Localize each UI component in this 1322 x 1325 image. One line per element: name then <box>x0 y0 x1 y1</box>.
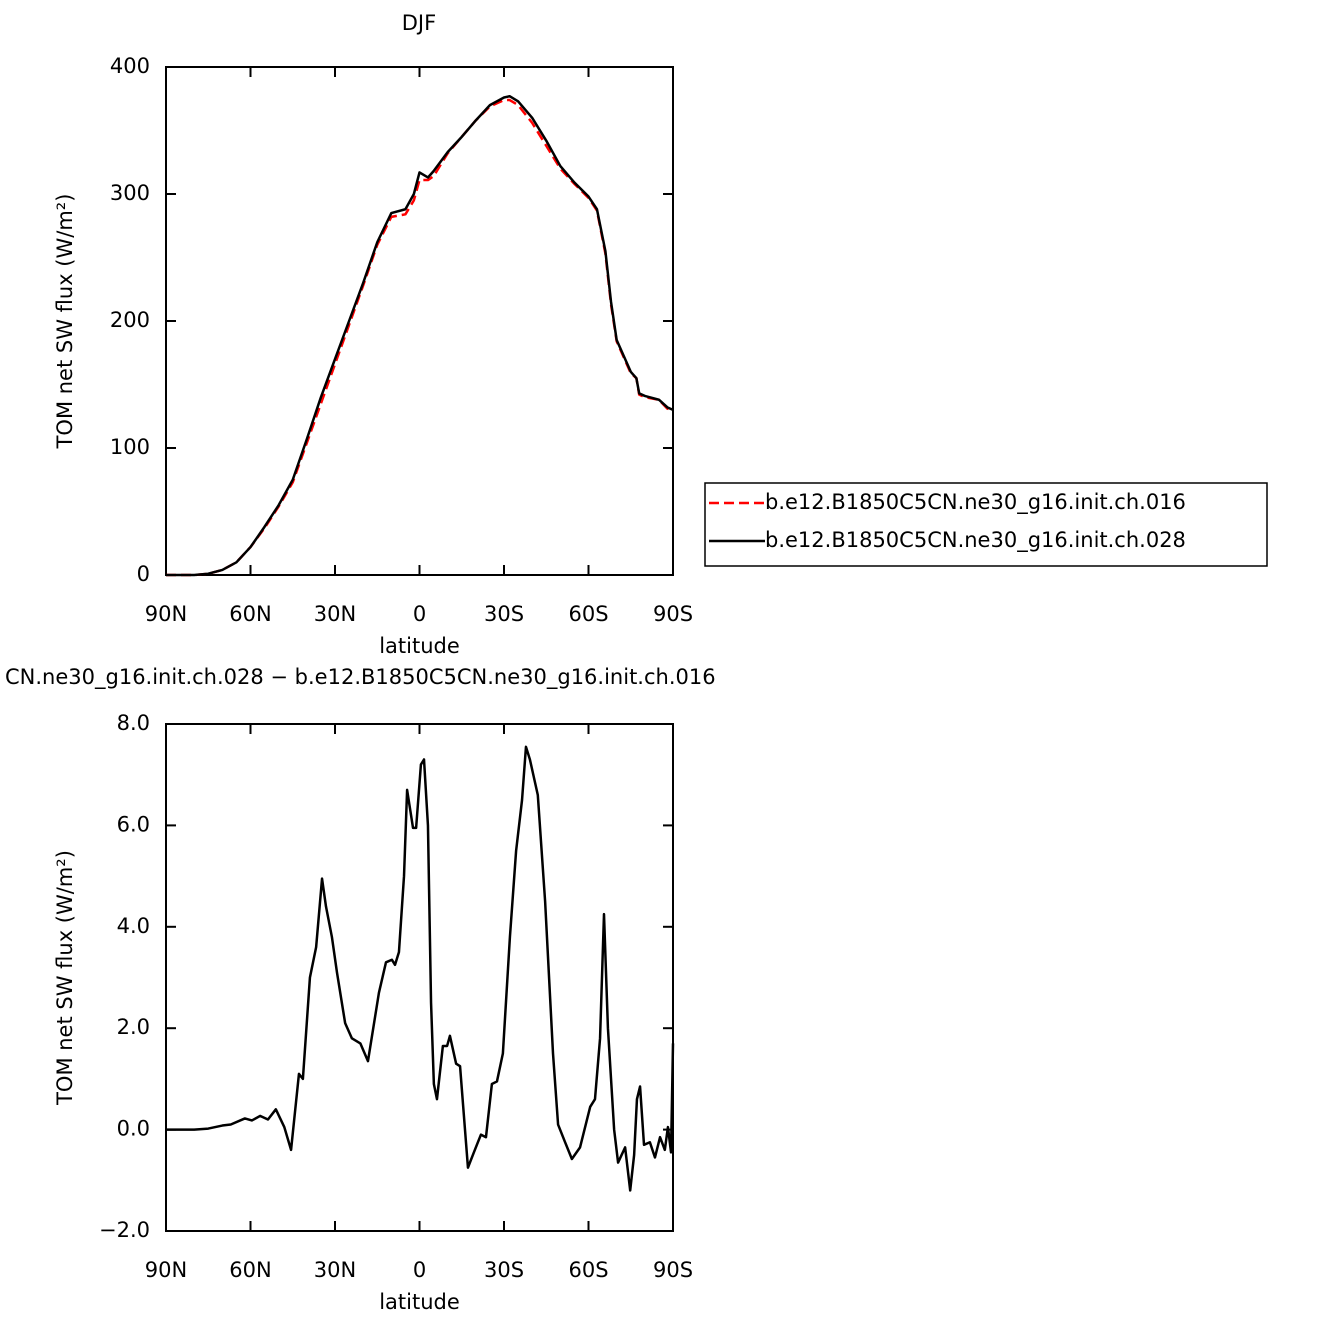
plot-frame <box>165 66 674 576</box>
data-line <box>166 745 675 1192</box>
x-tick-label: 60N <box>229 602 271 626</box>
y-tick-label: 100 <box>110 435 150 459</box>
x-tick-label: 90N <box>145 602 187 626</box>
y-tick-label: 0.0 <box>117 1117 150 1141</box>
y-tick-label: 4.0 <box>117 914 150 938</box>
x-tick-label: 60S <box>568 1258 608 1282</box>
x-tick-label: 0 <box>413 602 426 626</box>
x-tick-label: 90S <box>653 602 693 626</box>
y-axis-label: TOM net SW flux (W/m²) <box>53 850 77 1106</box>
chart-title: DJF <box>402 11 436 35</box>
y-tick-label: 2.0 <box>117 1015 150 1039</box>
x-tick-label: 90S <box>653 1258 693 1282</box>
x-tick-label: 60N <box>229 1258 271 1282</box>
legend-label: b.e12.B1850C5CN.ne30_g16.init.ch.016 <box>765 490 1186 515</box>
y-tick-label: 300 <box>110 181 150 205</box>
y-tick-label: 6.0 <box>117 812 150 836</box>
legend-label: b.e12.B1850C5CN.ne30_g16.init.ch.028 <box>765 528 1186 553</box>
x-tick-label: 30N <box>314 1258 356 1282</box>
y-tick-label: −2.0 <box>99 1218 150 1242</box>
data-line <box>166 94 674 577</box>
legend-box <box>704 482 1268 567</box>
y-tick-label: 8.0 <box>117 711 150 735</box>
y-axis-label: TOM net SW flux (W/m²) <box>53 194 77 450</box>
x-axis-label: latitude <box>379 1290 460 1314</box>
x-tick-label: 30S <box>484 1258 524 1282</box>
x-tick-label: 0 <box>413 1258 426 1282</box>
x-axis-label: latitude <box>379 634 460 658</box>
plot-frame <box>165 723 674 1232</box>
y-tick-label: 400 <box>110 54 150 78</box>
y-tick-label: 0 <box>137 562 150 586</box>
x-tick-label: 60S <box>568 602 608 626</box>
y-tick-label: 200 <box>110 308 150 332</box>
x-tick-label: 30N <box>314 602 356 626</box>
x-tick-label: 30S <box>484 602 524 626</box>
x-tick-label: 90N <box>145 1258 187 1282</box>
chart-title: CN.ne30_g16.init.ch.028 − b.e12.B1850C5C… <box>5 665 716 690</box>
